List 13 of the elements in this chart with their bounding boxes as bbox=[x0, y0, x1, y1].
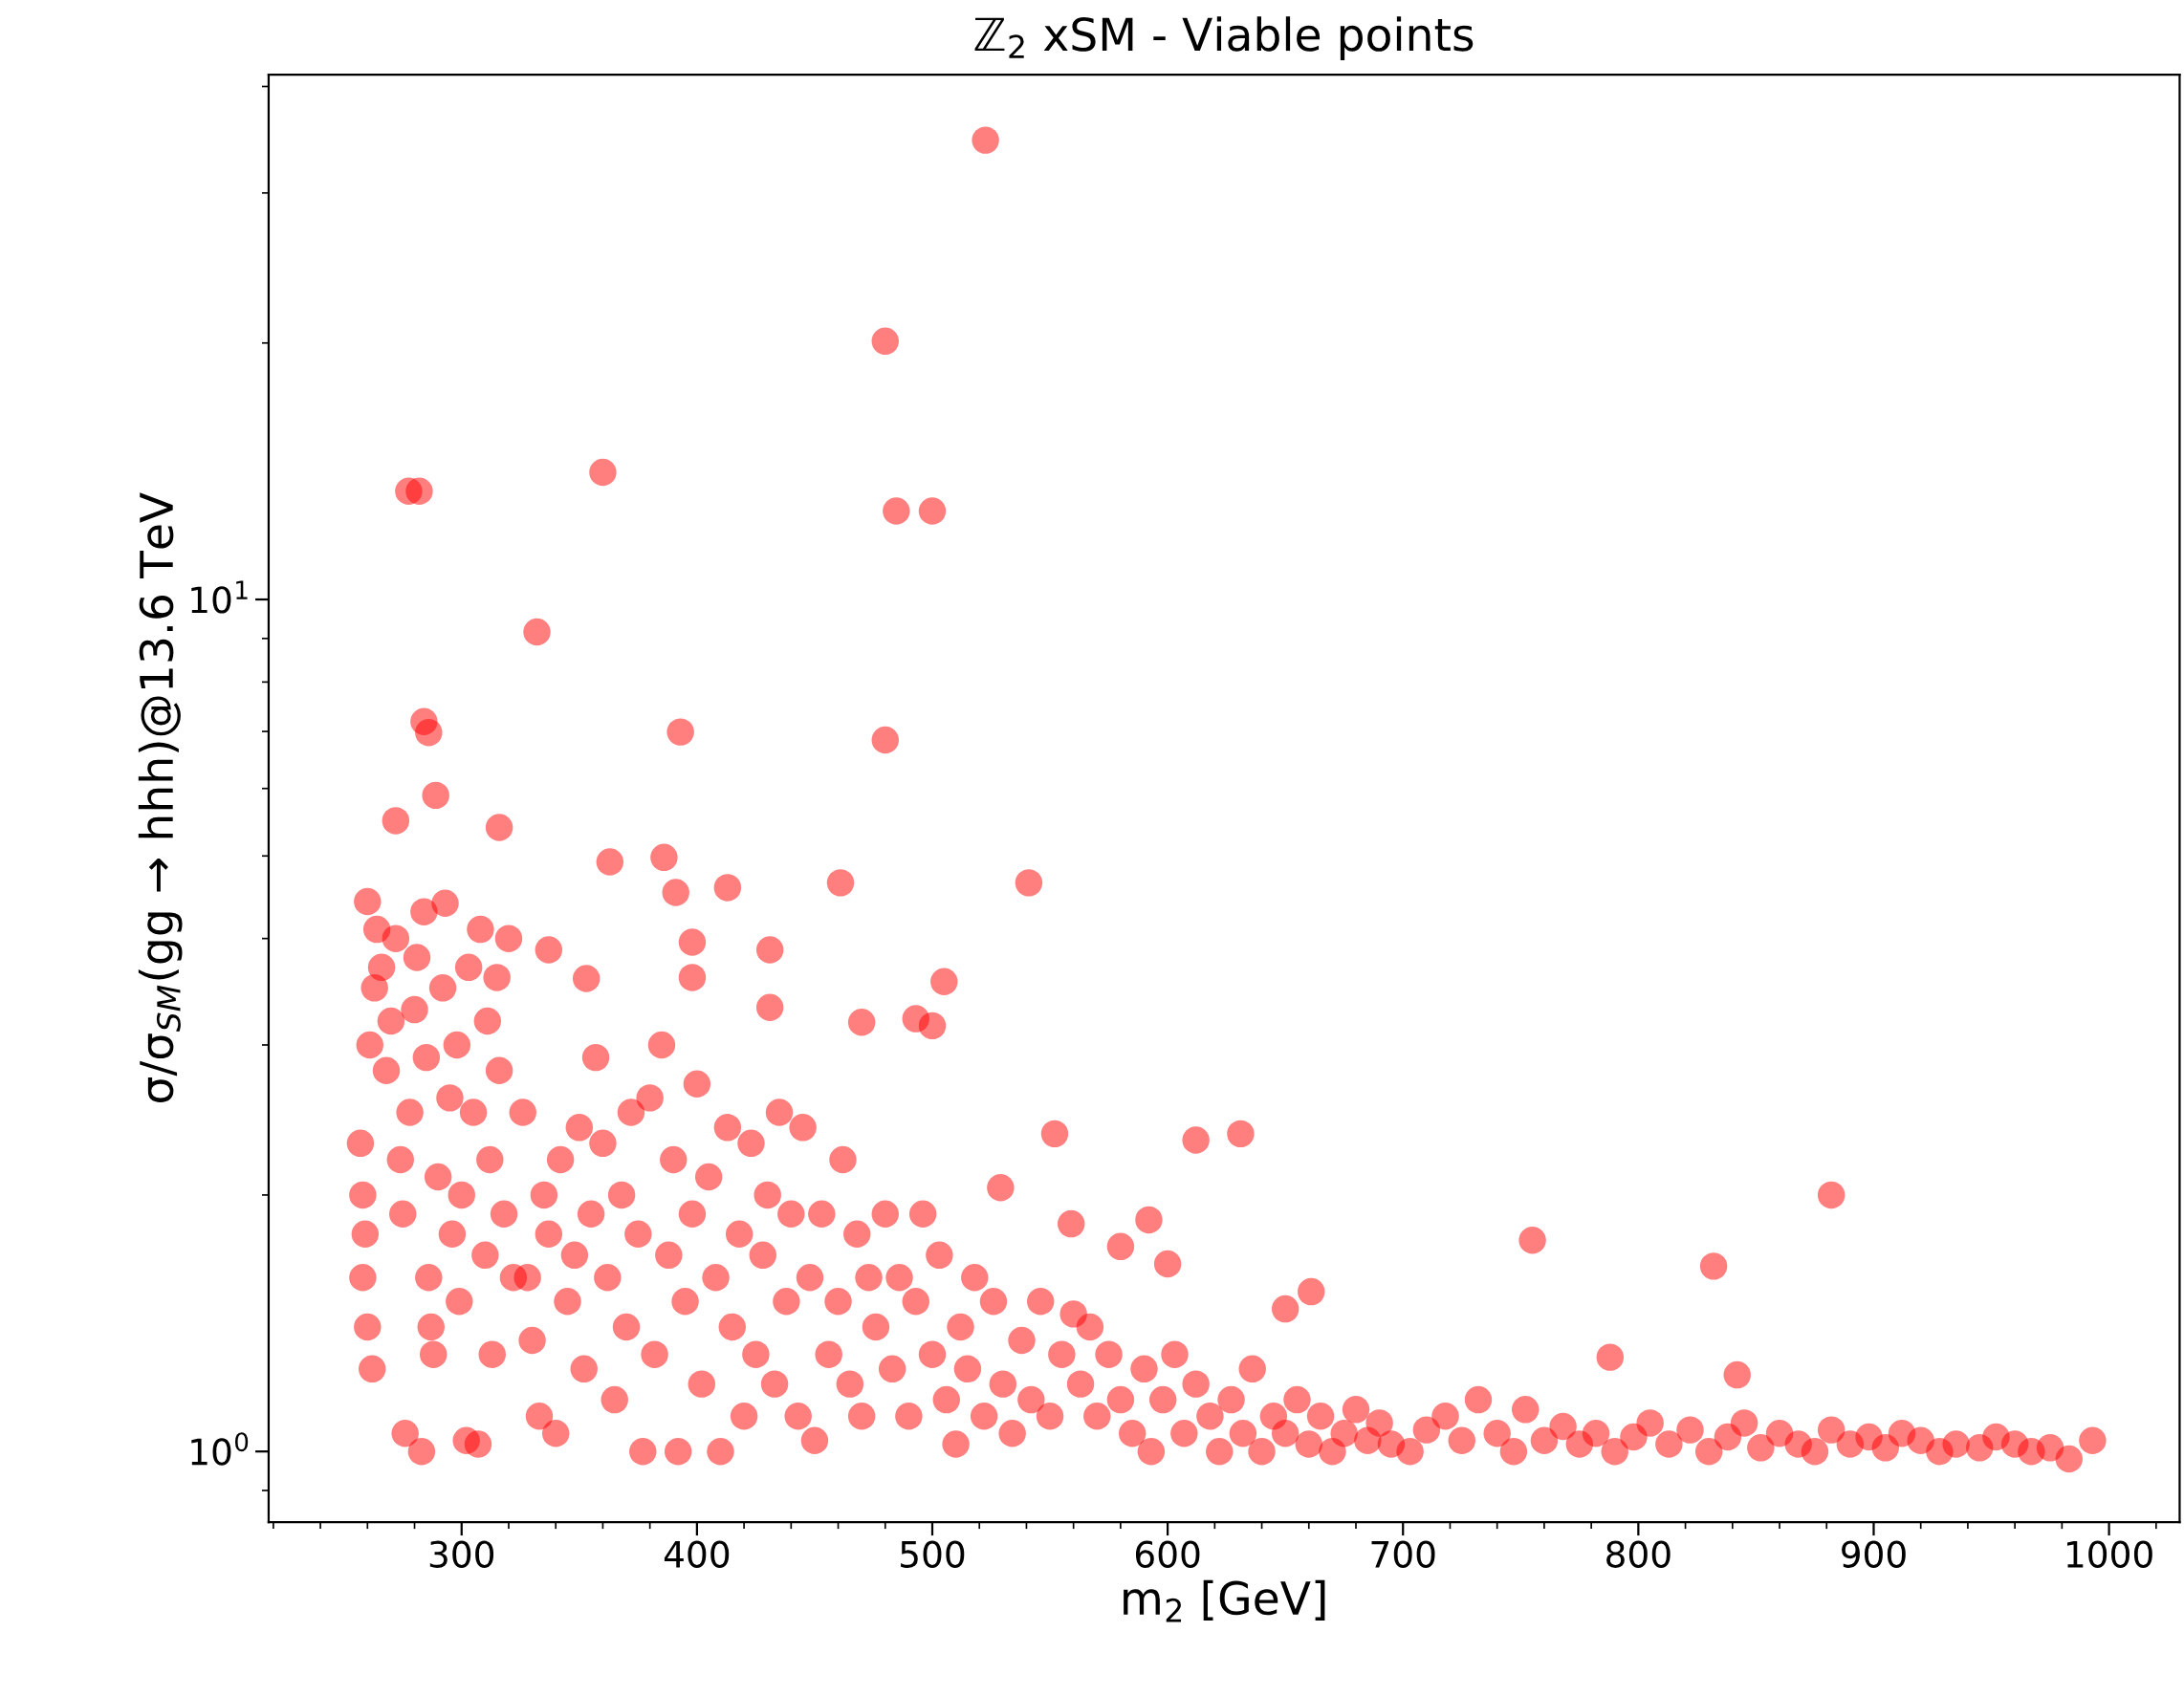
x-axis-title: m$_{2}$ [GeV] bbox=[1124, 1579, 1325, 1622]
x-tick-label: 500 bbox=[901, 1540, 965, 1568]
chart-title: ℤ$_{2}$ xSM - Viable points bbox=[974, 16, 1474, 60]
y-tick-label: 10$^{1}$ bbox=[191, 580, 248, 614]
x-tick-label: 900 bbox=[1842, 1540, 1906, 1568]
y-tick-label: 10$^{0}$ bbox=[191, 1432, 249, 1466]
x-tick-label: 800 bbox=[1606, 1540, 1671, 1568]
x-tick-label: 1000 bbox=[2067, 1540, 2152, 1568]
x-tick-label: 400 bbox=[664, 1540, 730, 1568]
y-axis-title: σ/σ$_{SM}$(gg → hhh)@13.6 TeV bbox=[138, 492, 183, 1102]
x-tick-label: 700 bbox=[1371, 1540, 1435, 1568]
x-tick-label: 300 bbox=[429, 1540, 494, 1568]
x-tick-label: 600 bbox=[1135, 1540, 1200, 1568]
